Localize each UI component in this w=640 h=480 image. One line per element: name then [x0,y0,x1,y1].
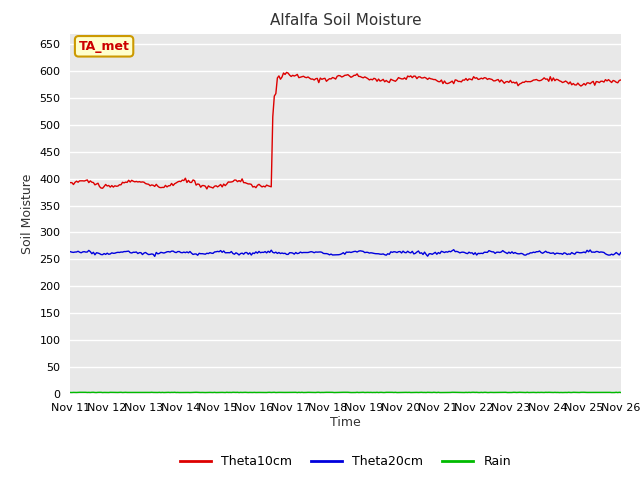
Title: Alfalfa Soil Moisture: Alfalfa Soil Moisture [270,13,421,28]
Text: TA_met: TA_met [79,40,129,53]
Legend: Theta10cm, Theta20cm, Rain: Theta10cm, Theta20cm, Rain [175,450,516,473]
X-axis label: Time: Time [330,416,361,429]
Y-axis label: Soil Moisture: Soil Moisture [21,173,34,254]
